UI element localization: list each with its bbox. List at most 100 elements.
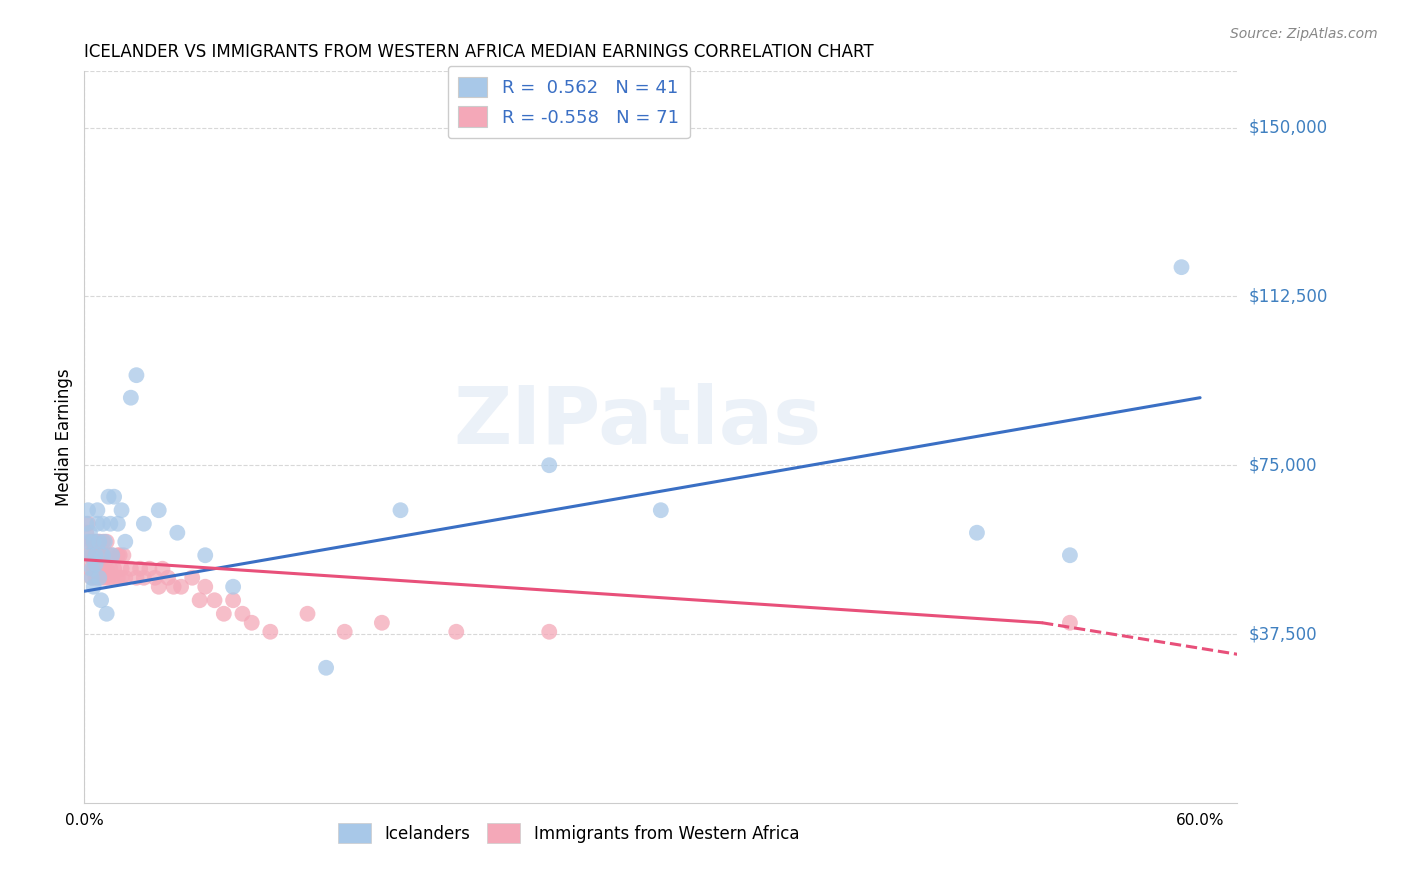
Point <box>80 548 103 562</box>
Point <box>157 571 180 585</box>
Point <box>100 516 122 531</box>
Point <box>83 580 105 594</box>
Point <box>120 562 142 576</box>
Point <box>194 548 217 562</box>
Point <box>259 624 281 639</box>
Point <box>107 571 129 585</box>
Text: $37,500: $37,500 <box>1249 625 1317 643</box>
Point <box>86 516 108 531</box>
Point <box>114 571 136 585</box>
Point <box>108 548 131 562</box>
Point <box>148 580 170 594</box>
Point <box>79 562 101 576</box>
Text: $75,000: $75,000 <box>1249 456 1317 475</box>
Point <box>222 593 245 607</box>
Point <box>83 534 105 549</box>
Point <box>79 548 101 562</box>
Point <box>101 548 124 562</box>
Point <box>90 562 112 576</box>
Point <box>86 562 108 576</box>
Point <box>83 553 105 567</box>
Point <box>80 534 103 549</box>
Point <box>91 516 114 531</box>
Legend: Icelanders, Immigrants from Western Africa: Icelanders, Immigrants from Western Afri… <box>332 817 806 849</box>
Point <box>91 562 114 576</box>
Point <box>446 624 468 639</box>
Point <box>129 562 152 576</box>
Point <box>97 548 120 562</box>
Point <box>297 607 319 621</box>
Point <box>240 615 263 630</box>
Point <box>89 571 111 585</box>
Point <box>77 548 100 562</box>
Point <box>152 562 174 576</box>
Point <box>650 503 672 517</box>
Point <box>143 571 166 585</box>
Point <box>389 503 412 517</box>
Point <box>84 571 107 585</box>
Point <box>75 516 97 531</box>
Point <box>1059 615 1081 630</box>
Point <box>79 525 101 540</box>
Point <box>89 534 111 549</box>
Point <box>91 534 114 549</box>
Point <box>120 391 142 405</box>
Point <box>188 593 211 607</box>
Point <box>107 516 129 531</box>
Point <box>89 562 111 576</box>
Point <box>101 548 124 562</box>
Y-axis label: Median Earnings: Median Earnings <box>55 368 73 506</box>
Point <box>90 593 112 607</box>
Point <box>84 534 107 549</box>
Point <box>86 503 108 517</box>
Point <box>166 525 188 540</box>
Point <box>538 624 561 639</box>
Point <box>94 534 117 549</box>
Point <box>84 548 107 562</box>
Point <box>162 580 184 594</box>
Point <box>103 490 125 504</box>
Point <box>96 607 118 621</box>
Point <box>170 580 193 594</box>
Point <box>90 548 112 562</box>
Point <box>114 534 136 549</box>
Point <box>91 548 114 562</box>
Point <box>132 516 155 531</box>
Point <box>84 562 107 576</box>
Point <box>77 516 100 531</box>
Point <box>110 503 132 517</box>
Text: ICELANDER VS IMMIGRANTS FROM WESTERN AFRICA MEDIAN EARNINGS CORRELATION CHART: ICELANDER VS IMMIGRANTS FROM WESTERN AFR… <box>84 44 875 62</box>
Point <box>112 548 135 562</box>
Point <box>89 548 111 562</box>
Point <box>86 571 108 585</box>
Point <box>103 562 125 576</box>
Point <box>231 607 253 621</box>
Point <box>77 503 100 517</box>
Point <box>97 571 120 585</box>
Point <box>100 562 122 576</box>
Point <box>966 525 988 540</box>
Point <box>138 562 160 576</box>
Point <box>77 534 100 549</box>
Text: ZIPatlas: ZIPatlas <box>454 384 823 461</box>
Point <box>97 490 120 504</box>
Point <box>80 562 103 576</box>
Point <box>212 607 235 621</box>
Point <box>96 562 118 576</box>
Point <box>83 534 105 549</box>
Point <box>79 534 101 549</box>
Point <box>181 571 204 585</box>
Point <box>333 624 356 639</box>
Point <box>96 534 118 549</box>
Text: Source: ZipAtlas.com: Source: ZipAtlas.com <box>1230 27 1378 41</box>
Text: $112,500: $112,500 <box>1249 287 1327 305</box>
Point <box>222 580 245 594</box>
Point <box>315 661 337 675</box>
Point <box>204 593 226 607</box>
Point <box>110 562 132 576</box>
Point <box>1170 260 1192 275</box>
Point <box>91 548 114 562</box>
Point <box>148 503 170 517</box>
Point <box>101 571 124 585</box>
Point <box>132 571 155 585</box>
